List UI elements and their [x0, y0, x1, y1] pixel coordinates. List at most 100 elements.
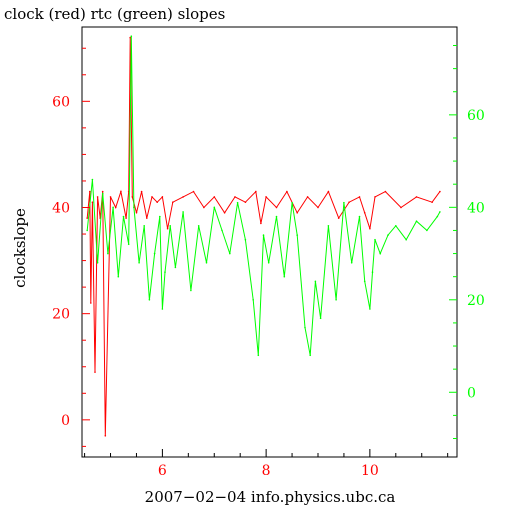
data-point-rtc — [405, 238, 408, 241]
data-point-clock — [109, 196, 112, 198]
data-point-clock — [156, 201, 158, 203]
data-point-rtc — [371, 271, 374, 273]
data-point-rtc — [319, 317, 322, 320]
data-point-clock — [431, 201, 433, 203]
data-point-clock — [358, 196, 361, 198]
y-right-tick-label: 20 — [467, 293, 485, 309]
data-point-rtc — [91, 178, 94, 181]
data-point-rtc — [86, 229, 88, 232]
data-point-rtc — [369, 308, 371, 310]
data-point-rtc — [197, 225, 200, 227]
data-point-clock — [131, 196, 134, 198]
data-point-clock — [374, 196, 376, 198]
data-point-rtc — [221, 229, 223, 232]
data-point-rtc — [387, 234, 389, 236]
data-point-rtc — [257, 354, 260, 357]
data-point-clock — [260, 222, 262, 225]
data-point-rtc — [236, 201, 239, 204]
data-point-rtc — [205, 262, 208, 264]
data-point-clock — [327, 190, 330, 193]
data-point-clock — [348, 201, 350, 203]
data-point-clock — [94, 371, 96, 373]
y-left-tick-label: 40 — [52, 200, 70, 216]
data-point-rtc — [112, 206, 114, 209]
data-point-rtc — [291, 201, 293, 204]
x-tick-label: 6 — [158, 463, 167, 479]
x-tick-label: 8 — [262, 463, 271, 479]
data-point-rtc — [262, 234, 265, 236]
data-point-rtc — [335, 299, 337, 301]
data-point-rtc — [161, 308, 164, 310]
y-right-tick-label: 0 — [467, 385, 476, 401]
data-point-rtc — [164, 271, 166, 273]
data-point-clock — [234, 196, 236, 198]
data-point-clock — [317, 206, 319, 209]
data-point-clock — [223, 212, 226, 214]
data-point-clock — [369, 227, 371, 230]
data-point-rtc — [379, 252, 382, 255]
data-point-clock — [265, 196, 267, 198]
data-point-rtc — [309, 354, 312, 357]
data-point-rtc — [358, 215, 361, 218]
data-point-clock — [192, 190, 195, 193]
data-point-clock — [96, 196, 99, 198]
data-point-rtc — [252, 299, 254, 301]
data-point-clock — [120, 190, 122, 193]
data-point-rtc — [439, 211, 441, 213]
data-point-clock — [384, 190, 387, 193]
data-point-rtc — [314, 280, 317, 283]
data-point-rtc — [101, 192, 104, 195]
data-point-clock — [104, 435, 107, 437]
data-point-clock — [125, 217, 127, 219]
y-left-tick-label: 20 — [52, 307, 70, 323]
y-left-tick-label: 60 — [52, 94, 70, 110]
data-point-clock — [146, 217, 148, 219]
y-right-tick-label: 60 — [467, 108, 485, 124]
data-point-clock — [129, 36, 131, 39]
data-point-rtc — [283, 275, 286, 278]
data-point-rtc — [122, 215, 125, 218]
data-point-clock — [439, 190, 441, 193]
data-point-clock — [86, 217, 88, 219]
data-point-rtc — [153, 252, 156, 255]
data-point-rtc — [190, 289, 192, 292]
y-left-tick-label: 0 — [61, 413, 70, 429]
data-point-rtc — [244, 238, 247, 241]
data-point-rtc — [138, 262, 140, 264]
data-point-rtc — [275, 215, 278, 218]
data-point-rtc — [213, 206, 216, 209]
data-point-clock — [255, 190, 257, 193]
data-point-clock — [90, 302, 92, 304]
data-point-rtc — [436, 215, 439, 218]
plot-frame — [81, 26, 458, 458]
data-point-clock — [275, 206, 278, 209]
data-point-clock — [172, 201, 174, 203]
data-point-clock — [91, 201, 94, 203]
data-point-clock — [182, 196, 184, 198]
y-axis-label: clockslope — [11, 208, 29, 288]
data-point-clock — [161, 196, 164, 198]
data-point-rtc — [267, 262, 270, 264]
data-point-clock — [244, 201, 247, 203]
data-point-clock — [135, 212, 138, 214]
data-point-clock — [203, 206, 205, 209]
x-axis-label: 2007−02−04 info.physics.ubc.ca — [145, 488, 396, 506]
data-point-clock — [114, 206, 117, 209]
data-point-rtc — [415, 220, 418, 222]
data-point-rtc — [127, 243, 130, 246]
data-point-rtc — [143, 225, 145, 227]
axes: 6 8 10 0 20 40 60 0 20 40 60 — [52, 44, 485, 479]
data-point-clock — [140, 190, 143, 193]
data-point-rtc — [426, 229, 428, 232]
data-point-rtc — [159, 215, 161, 218]
data-point-clock — [166, 227, 169, 230]
data-point-rtc — [374, 238, 376, 241]
y-right-tick-label: 40 — [467, 200, 485, 216]
data-point-clock — [151, 196, 153, 198]
data-point-rtc — [343, 201, 345, 204]
x-tick-label: 10 — [361, 463, 379, 479]
data-point-rtc — [363, 280, 366, 283]
data-point-rtc — [169, 225, 171, 227]
data-point-rtc — [148, 299, 151, 301]
